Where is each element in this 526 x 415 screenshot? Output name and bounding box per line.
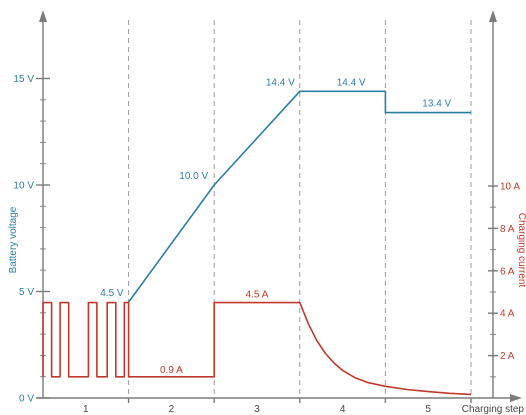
right-tick-label: 2 A: [500, 351, 515, 362]
x-axis-arrow: [510, 394, 522, 402]
left-tick-label: 0 V: [19, 394, 34, 405]
voltage-data-label: 10.0 V: [179, 171, 208, 182]
left-tick-label: 10 V: [13, 181, 34, 192]
right-tick-label: 8 A: [500, 224, 515, 235]
left-tick-label: 15 V: [13, 74, 34, 85]
current-series-line: [42, 301, 472, 396]
left-axis-arrow: [39, 10, 47, 22]
tick-labels: 0 V 5 V 10 V 15 V 2 A 4 A 6 A 8 A 10 A 1 2 3 4 5: [13, 74, 520, 415]
voltage-data-label: 13.4 V: [422, 99, 451, 110]
axis-titles: Charging step Battery voltage Charging c…: [8, 206, 526, 415]
voltage-data-label: 14.4 V: [266, 77, 295, 88]
axes: [37, 10, 522, 403]
x-tick-label: 4: [340, 404, 346, 415]
annotations: 4.5 V 10.0 V 14.4 V 14.4 V 13.4 V 0.9 A 4.5 A: [100, 77, 451, 376]
x-axis-title: Charging step: [462, 404, 525, 415]
right-tick-label: 10 A: [500, 182, 520, 193]
voltage-data-label: 4.5 V: [100, 288, 124, 299]
right-axis-arrow: [489, 10, 497, 22]
current-data-label: 0.9 A: [160, 365, 183, 376]
minor-ticks: [40, 78, 496, 378]
left-axis-title: Battery voltage: [8, 206, 19, 273]
left-tick-label: 5 V: [19, 287, 34, 298]
x-tick-label: 5: [425, 404, 431, 415]
voltage-series-line: [127, 90, 471, 303]
voltage-data-label: 14.4 V: [337, 77, 366, 88]
right-tick-label: 6 A: [500, 266, 515, 277]
step-dividers: [128, 20, 472, 398]
x-tick-label: 2: [169, 404, 175, 415]
current-data-label: 4.5 A: [246, 290, 269, 301]
x-tick-label: 3: [254, 404, 260, 415]
right-tick-label: 4 A: [500, 309, 515, 320]
series-lines: [42, 90, 472, 396]
x-tick-label: 1: [83, 404, 89, 415]
right-axis-title: Charging current: [516, 213, 526, 288]
